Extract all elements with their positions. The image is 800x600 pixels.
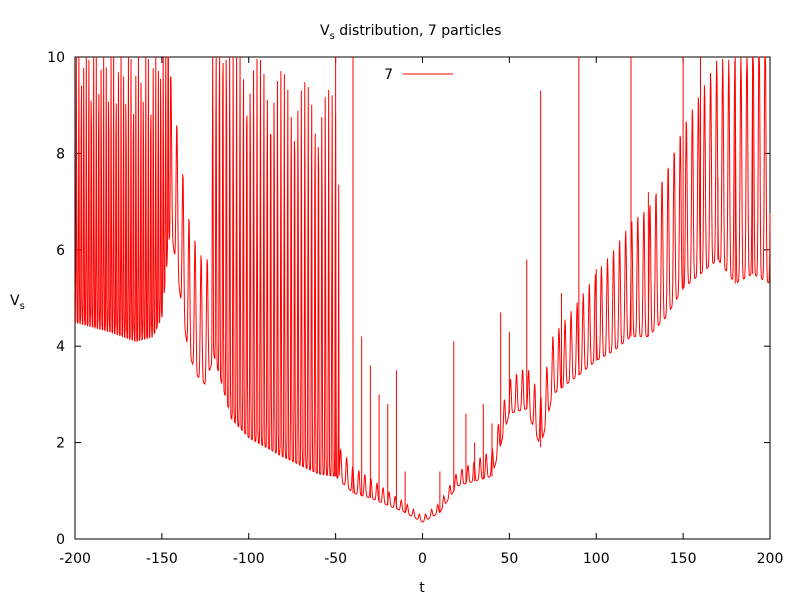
series-group xyxy=(74,56,771,523)
chart-title: Vs distribution, 7 particles xyxy=(320,23,501,42)
y-axis-label-main: V xyxy=(10,293,20,309)
x-tick-label: 200 xyxy=(757,551,784,567)
series-line xyxy=(74,56,771,523)
x-axis-label: t xyxy=(419,580,425,596)
plot-frame xyxy=(74,56,771,540)
x-tick-label: 150 xyxy=(670,551,697,567)
x-tick-label: -200 xyxy=(59,551,91,567)
y-tick-label: 8 xyxy=(56,146,65,162)
x-tick-label: 100 xyxy=(583,551,610,567)
y-tick-label: 6 xyxy=(56,243,65,259)
y-axis-label: Vs xyxy=(10,293,25,312)
legend: 7 xyxy=(384,67,453,83)
x-tick-label: -150 xyxy=(146,551,178,567)
legend-label: 7 xyxy=(384,67,393,83)
x-tick-label: 50 xyxy=(500,551,518,567)
x-tick-label: -50 xyxy=(324,551,347,567)
y-axis-label-sub: s xyxy=(20,301,25,312)
chart-title-rest: distribution, 7 particles xyxy=(335,23,502,39)
y-tick-label: 4 xyxy=(56,339,65,355)
x-tick-label: 0 xyxy=(418,551,427,567)
chart-title-sub: s xyxy=(330,31,335,42)
y-tick-label: 2 xyxy=(56,436,65,452)
x-tick-label: -100 xyxy=(233,551,265,567)
chart-title-main: V xyxy=(320,23,330,39)
y-axis: 0 2 4 6 8 10 xyxy=(47,50,770,548)
y-tick-label: 0 xyxy=(56,532,65,548)
y-tick-label: 10 xyxy=(47,50,65,66)
